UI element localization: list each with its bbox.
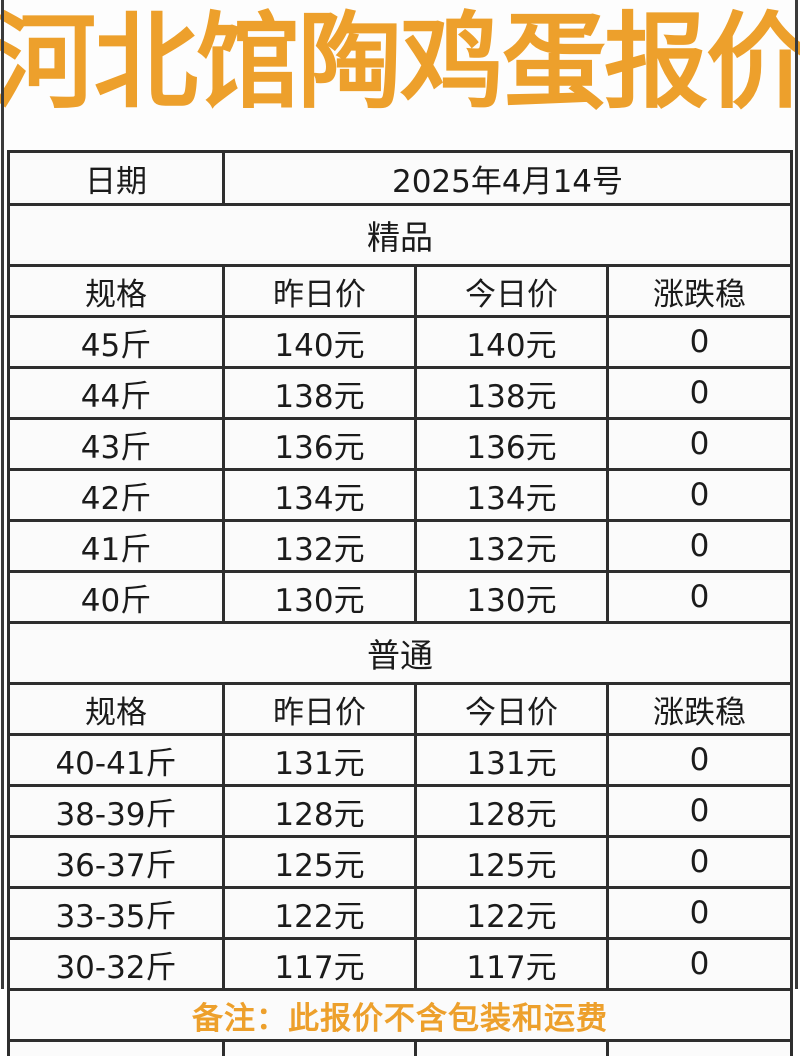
cell-spec: 33-35斤 bbox=[10, 889, 225, 937]
cell-yesterday: 130元 bbox=[225, 573, 417, 621]
cell-today: 140元 bbox=[417, 318, 609, 366]
cell-yesterday bbox=[225, 1042, 417, 1056]
column-header-spec: 规格 bbox=[10, 685, 225, 733]
cell-yesterday: 140元 bbox=[225, 318, 417, 366]
footer-note: 备注：此报价不含包装和运费 bbox=[192, 1000, 608, 1037]
cell-change: 0 bbox=[689, 477, 710, 513]
cell-today: 136元 bbox=[417, 420, 609, 468]
cell-change bbox=[609, 1042, 790, 1056]
table-row-note: 备注：此报价不含包装和运费 bbox=[10, 991, 790, 1042]
column-header-premium: 规格 昨日价 今日价 涨跌稳 bbox=[10, 267, 790, 318]
table-row: 43斤 136元 136元 0 bbox=[10, 420, 790, 471]
date-value: 2025年4月14号 bbox=[391, 163, 624, 200]
cell-change: 0 bbox=[689, 528, 710, 564]
cell-today: 134元 bbox=[417, 471, 609, 519]
cell-today: 125元 bbox=[417, 838, 609, 886]
cell-change: 0 bbox=[689, 742, 710, 778]
price-table: 日期 2025年4月14号 精品 规格 昨日价 今日价 涨跌稳 45斤 140元… bbox=[7, 150, 793, 1056]
page-title: 河北馆陶鸡蛋报价 bbox=[0, 1, 800, 123]
table-row: 45斤 140元 140元 0 bbox=[10, 318, 790, 369]
cell-change: 0 bbox=[689, 895, 710, 931]
section-title: 精品 bbox=[367, 218, 433, 257]
table-row-date: 日期 2025年4月14号 bbox=[10, 153, 790, 206]
cell-spec: 42斤 bbox=[10, 471, 225, 519]
cell-spec: 44斤 bbox=[10, 369, 225, 417]
cell-change: 0 bbox=[689, 844, 710, 880]
cell-yesterday: 122元 bbox=[225, 889, 417, 937]
cell-spec: 41斤 bbox=[10, 522, 225, 570]
cell-today: 122元 bbox=[417, 889, 609, 937]
right-edge-rail bbox=[795, 0, 798, 989]
table-row: 40-41斤 131元 131元 0 bbox=[10, 736, 790, 787]
column-header-yesterday: 昨日价 bbox=[225, 685, 417, 733]
cell-yesterday: 128元 bbox=[225, 787, 417, 835]
cell-yesterday: 134元 bbox=[225, 471, 417, 519]
left-edge-rail bbox=[1, 0, 4, 989]
table-row: 44斤 138元 138元 0 bbox=[10, 369, 790, 420]
cell-change: 0 bbox=[689, 426, 710, 462]
cell-spec: 43斤 bbox=[10, 420, 225, 468]
cell-change: 0 bbox=[689, 324, 710, 360]
cell-yesterday: 136元 bbox=[225, 420, 417, 468]
column-header-today: 今日价 bbox=[417, 267, 609, 315]
cell-spec: 40-41斤 bbox=[10, 736, 225, 784]
table-row: 38-39斤 128元 128元 0 bbox=[10, 787, 790, 838]
cell-spec: 30-32斤 bbox=[10, 940, 225, 988]
cell-change: 0 bbox=[689, 579, 710, 615]
cell-spec: 36-37斤 bbox=[10, 838, 225, 886]
section-header-regular: 普通 bbox=[10, 624, 790, 685]
cell-today: 117元 bbox=[417, 940, 609, 988]
cell-spec: 38-39斤 bbox=[10, 787, 225, 835]
date-label: 日期 bbox=[10, 153, 225, 203]
cell-spec: 45斤 bbox=[10, 318, 225, 366]
cell-today: 128元 bbox=[417, 787, 609, 835]
cell-today: 131元 bbox=[417, 736, 609, 784]
cell-change: 0 bbox=[689, 793, 710, 829]
table-row: 42斤 134元 134元 0 bbox=[10, 471, 790, 522]
cell-yesterday: 138元 bbox=[225, 369, 417, 417]
table-row: 36-37斤 125元 125元 0 bbox=[10, 838, 790, 889]
cell-spec: 40斤 bbox=[10, 573, 225, 621]
cell-change: 0 bbox=[689, 946, 710, 982]
cell-change: 0 bbox=[689, 375, 710, 411]
section-header-premium: 精品 bbox=[10, 206, 790, 267]
table-row: 30-32斤 117元 117元 0 bbox=[10, 940, 790, 991]
table-row: 41斤 132元 132元 0 bbox=[10, 522, 790, 573]
column-header-spec: 规格 bbox=[10, 267, 225, 315]
table-row: 33-35斤 122元 122元 0 bbox=[10, 889, 790, 940]
column-header-change: 涨跌稳 bbox=[653, 276, 746, 313]
cell-yesterday: 131元 bbox=[225, 736, 417, 784]
cell-today: 138元 bbox=[417, 369, 609, 417]
column-header-regular: 规格 昨日价 今日价 涨跌稳 bbox=[10, 685, 790, 736]
cell-yesterday: 132元 bbox=[225, 522, 417, 570]
cell-today: 130元 bbox=[417, 573, 609, 621]
column-header-today: 今日价 bbox=[417, 685, 609, 733]
title-banner: 河北馆陶鸡蛋报价 bbox=[0, 0, 800, 140]
section-title: 普通 bbox=[367, 636, 433, 675]
cell-yesterday: 117元 bbox=[225, 940, 417, 988]
cell-today: 132元 bbox=[417, 522, 609, 570]
cell-spec bbox=[10, 1042, 225, 1056]
cell-yesterday: 125元 bbox=[225, 838, 417, 886]
cell-today bbox=[417, 1042, 609, 1056]
column-header-yesterday: 昨日价 bbox=[225, 267, 417, 315]
column-header-change: 涨跌稳 bbox=[653, 694, 746, 731]
table-row-clipped bbox=[10, 1042, 790, 1056]
table-row: 40斤 130元 130元 0 bbox=[10, 573, 790, 624]
